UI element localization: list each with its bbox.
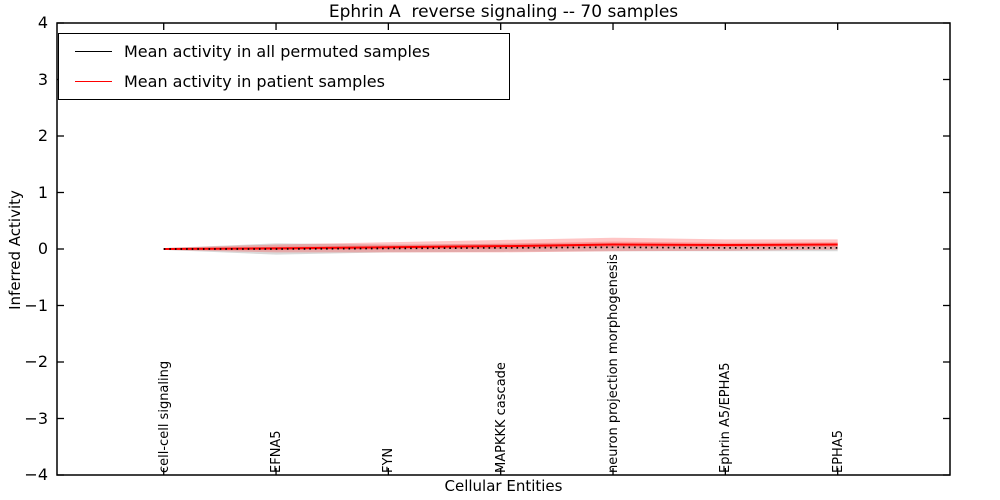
chart-title: Ephrin A reverse signaling -- 70 samples bbox=[328, 2, 679, 22]
legend-item-label: Mean activity in patient samples bbox=[124, 72, 385, 91]
legend-item: Mean activity in all permuted samples bbox=[59, 40, 509, 64]
legend: Mean activity in all permuted samples Mea… bbox=[58, 33, 510, 100]
plot-frame bbox=[56, 22, 951, 476]
y-tick-label: 2 bbox=[37, 126, 48, 145]
permuted-std-band bbox=[163, 243, 838, 255]
x-tick-label: neuron projection morphogenesis bbox=[606, 254, 622, 473]
legend-item: Mean activity in patient samples bbox=[59, 70, 509, 94]
y-tick-label: −2 bbox=[24, 352, 48, 371]
permuted-mean-line bbox=[163, 246, 838, 250]
legend-line-sample bbox=[75, 81, 112, 82]
x-tick-label: EPHA5 bbox=[830, 430, 846, 473]
y-tick-label: −1 bbox=[24, 295, 48, 315]
y-tick-label: 3 bbox=[37, 69, 48, 89]
y-tick-label: 0 bbox=[37, 239, 48, 258]
x-tick-label: MAPKKK cascade bbox=[493, 362, 509, 473]
legend-item-label: Mean activity in all permuted samples bbox=[124, 42, 431, 61]
x-tick-label: FYN bbox=[381, 447, 397, 473]
y-tick-label: 4 bbox=[37, 13, 48, 32]
x-tick-label: Ephrin A5/EPHA5 bbox=[718, 362, 734, 473]
x-tick-label: cell-cell signaling bbox=[156, 360, 172, 473]
x-tick-label: EFNA5 bbox=[269, 430, 285, 473]
legend-line-sample bbox=[75, 51, 112, 52]
y-tick-label: −3 bbox=[24, 408, 48, 428]
y-tick-label: −4 bbox=[24, 465, 48, 484]
x-axis-label: Cellular Entities bbox=[444, 477, 563, 495]
y-tick-label: 1 bbox=[37, 182, 48, 202]
